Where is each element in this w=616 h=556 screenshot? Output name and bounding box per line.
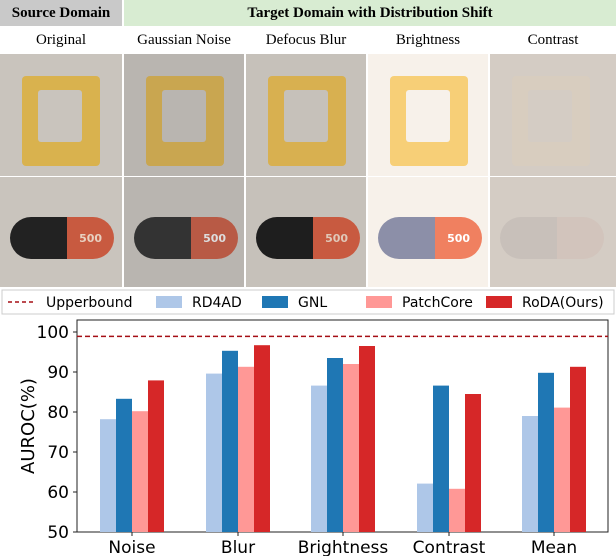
x-tick-label: Contrast <box>413 538 486 556</box>
y-tick-label: 90 <box>47 363 69 383</box>
legend-label: PatchCore <box>402 295 473 311</box>
legend-label: RD4AD <box>192 295 242 311</box>
tray-image <box>490 54 616 176</box>
bar-rd4ad-mean <box>522 416 538 532</box>
bar-roda-ours--mean <box>570 366 586 532</box>
pill-image: 500 <box>246 177 366 287</box>
bar-patchcore-contrast <box>449 488 465 532</box>
tray-image <box>0 54 122 176</box>
legend-swatch <box>486 296 512 308</box>
column-label: Brightness <box>368 27 488 54</box>
tray-image <box>368 54 488 176</box>
legend-label: RoDA(Ours) <box>522 295 604 311</box>
x-tick-label: Noise <box>108 538 155 556</box>
column-label: Original <box>0 27 122 54</box>
tray-image <box>246 54 366 176</box>
pill-image: 500 <box>490 177 616 287</box>
pill-image: 500 <box>0 177 122 287</box>
y-tick-label: 60 <box>47 483 69 503</box>
legend-label: GNL <box>298 295 327 311</box>
bar-gnl-blur <box>222 350 238 532</box>
x-tick-label: Brightness <box>298 538 389 556</box>
legend-swatch <box>262 296 288 308</box>
bar-gnl-noise <box>116 398 132 532</box>
y-axis-label: AUROC(%) <box>18 378 39 474</box>
bar-patchcore-blur <box>238 366 254 532</box>
column-label: Contrast <box>490 27 616 54</box>
bar-gnl-mean <box>538 372 554 532</box>
bar-rd4ad-blur <box>206 373 222 532</box>
bar-patchcore-noise <box>132 411 148 532</box>
bar-roda-ours--contrast <box>465 394 481 532</box>
column-label: Defocus Blur <box>246 27 366 54</box>
pill-image: 500 <box>124 177 244 287</box>
column-label: Gaussian Noise <box>124 27 244 54</box>
bar-patchcore-brightness <box>343 364 359 532</box>
source-domain-header: Source Domain <box>0 0 122 26</box>
bar-chart: Upperbound RD4AD GNL PatchCore RoDA(Ours) 50 6… <box>1 289 615 556</box>
x-tick-label: Blur <box>221 538 255 556</box>
y-tick-label: 100 <box>37 323 69 343</box>
bar-patchcore-mean <box>554 407 570 532</box>
bar-roda-ours--brightness <box>359 346 375 532</box>
legend-swatch <box>156 296 182 308</box>
bar-rd4ad-contrast <box>417 483 433 532</box>
tray-image <box>124 54 244 176</box>
bar-gnl-brightness <box>327 358 343 532</box>
pill-image: 500 <box>368 177 488 287</box>
target-domain-header: Target Domain with Distribution Shift <box>124 0 616 26</box>
bar-roda-ours--blur <box>254 345 270 532</box>
y-tick-label: 80 <box>47 403 69 423</box>
legend-upperbound-label: Upperbound <box>46 295 132 311</box>
legend-swatch <box>366 296 392 308</box>
bar-gnl-contrast <box>433 385 449 532</box>
x-tick-label: Mean <box>531 538 577 556</box>
y-tick-label: 50 <box>47 523 69 543</box>
bar-roda-ours--noise <box>148 380 164 532</box>
y-tick-label: 70 <box>47 443 69 463</box>
bar-rd4ad-brightness <box>311 385 327 532</box>
bar-rd4ad-noise <box>100 419 116 532</box>
